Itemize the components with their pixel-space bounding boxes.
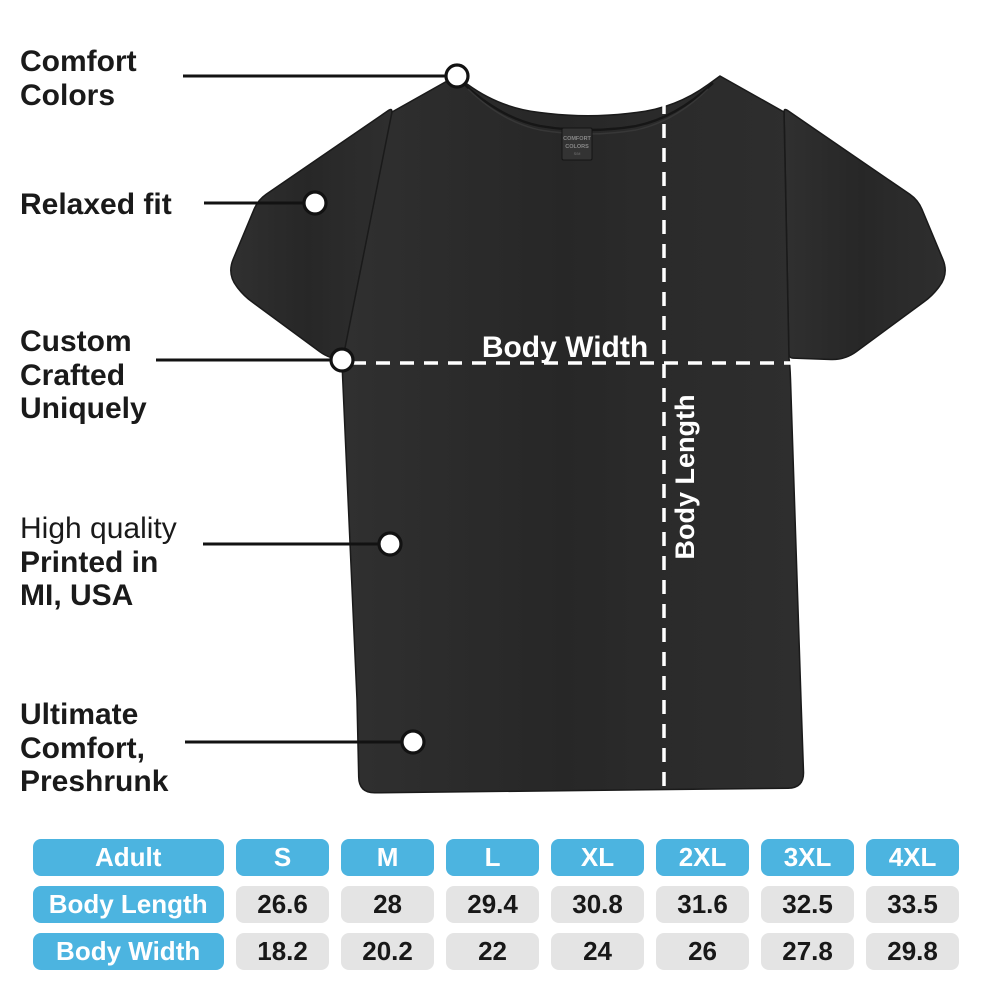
svg-text:Body Length: Body Length [670,395,700,560]
svg-text:COMFORT: COMFORT [563,136,591,142]
svg-text:S/M: S/M [574,152,581,156]
svg-text:COLORS: COLORS [565,144,589,150]
svg-text:Body Width: Body Width [482,331,648,364]
